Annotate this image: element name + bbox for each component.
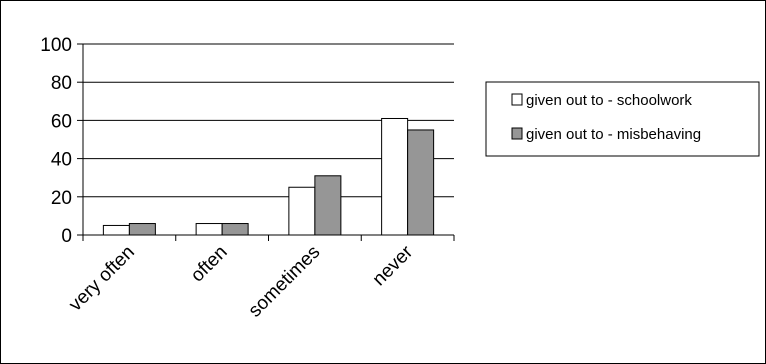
y-tick-label: 20 bbox=[51, 188, 72, 209]
legend: given out to - schoolwork given out to - … bbox=[485, 81, 760, 157]
y-tick-label: 60 bbox=[51, 111, 72, 132]
bar-misbehaving bbox=[407, 129, 435, 236]
x-tick-label: never bbox=[369, 241, 418, 290]
x-axis: very often often sometimes never bbox=[65, 234, 455, 322]
x-tick-label: very often bbox=[65, 242, 139, 316]
legend-swatch bbox=[511, 127, 523, 140]
legend-label: given out to - misbehaving bbox=[526, 126, 701, 143]
y-tick-label: 80 bbox=[51, 73, 72, 94]
legend-label: given out to - schoolwork bbox=[526, 92, 692, 109]
legend-swatch bbox=[511, 93, 523, 106]
bar-schoolwork bbox=[381, 117, 409, 236]
bar-schoolwork bbox=[102, 224, 130, 236]
bar-misbehaving bbox=[128, 223, 156, 236]
x-tick-label: often bbox=[187, 242, 232, 287]
bars bbox=[102, 117, 435, 236]
x-tick-label: sometimes bbox=[245, 242, 325, 322]
bar-misbehaving bbox=[221, 223, 249, 236]
bar-misbehaving bbox=[314, 175, 342, 236]
y-axis: 0 20 40 60 80 100 bbox=[40, 35, 84, 247]
bar-schoolwork bbox=[195, 223, 223, 236]
y-tick-label: 40 bbox=[51, 150, 72, 171]
legend-box bbox=[485, 81, 760, 157]
bar-schoolwork bbox=[288, 186, 316, 236]
y-tick-label: 0 bbox=[61, 226, 72, 247]
y-tick-label: 100 bbox=[40, 35, 72, 56]
